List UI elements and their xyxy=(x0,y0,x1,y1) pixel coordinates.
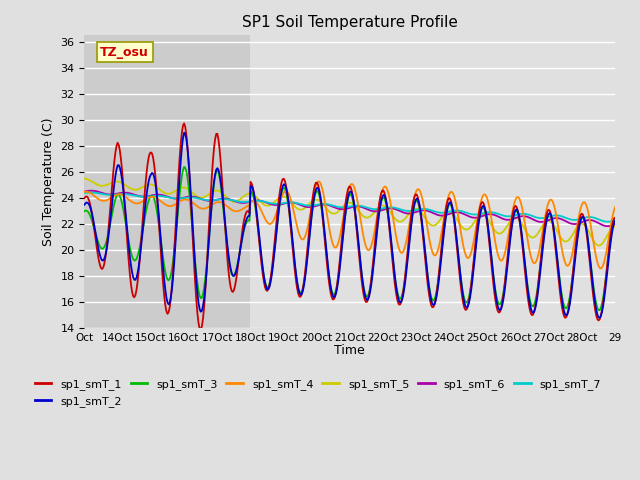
sp1_smT_1 xyxy=(405,234,413,240)
sp1_smT_5 xyxy=(611,224,619,229)
sp1_smT_5 xyxy=(305,202,312,208)
sp1_smT_1 xyxy=(611,215,619,220)
sp1_smT_6 xyxy=(472,215,479,221)
sp1_smT_4 xyxy=(379,187,387,193)
Line: sp1_smT_1: sp1_smT_1 xyxy=(84,123,615,330)
sp1_smT_5 xyxy=(470,219,478,225)
sp1_smT_2 xyxy=(404,254,412,260)
sp1_smT_6 xyxy=(611,221,619,227)
sp1_smT_1 xyxy=(473,228,481,234)
sp1_smT_4 xyxy=(314,179,322,184)
sp1_smT_7 xyxy=(247,198,255,204)
sp1_smT_5 xyxy=(81,176,88,181)
sp1_smT_1 xyxy=(248,181,255,187)
sp1_smT_7 xyxy=(604,219,611,225)
sp1_smT_2 xyxy=(180,130,188,135)
sp1_smT_3 xyxy=(180,164,188,170)
Line: sp1_smT_7: sp1_smT_7 xyxy=(84,192,615,222)
sp1_smT_5 xyxy=(595,243,602,249)
sp1_smT_2 xyxy=(472,248,479,254)
sp1_smT_3 xyxy=(596,307,604,313)
sp1_smT_3 xyxy=(305,234,313,240)
Bar xyxy=(84,36,250,328)
sp1_smT_1 xyxy=(180,120,188,126)
sp1_smT_2 xyxy=(305,236,313,241)
sp1_smT_4 xyxy=(305,222,312,228)
sp1_smT_5 xyxy=(246,191,253,196)
Y-axis label: Soil Temperature (C): Soil Temperature (C) xyxy=(42,118,55,246)
sp1_smT_4 xyxy=(81,189,88,195)
Line: sp1_smT_3: sp1_smT_3 xyxy=(84,167,615,310)
sp1_smT_4 xyxy=(597,265,605,271)
sp1_smT_7 xyxy=(305,203,313,208)
sp1_smT_7 xyxy=(87,190,95,195)
sp1_smT_3 xyxy=(404,251,412,256)
sp1_smT_1 xyxy=(564,306,572,312)
sp1_smT_2 xyxy=(81,202,88,208)
Title: SP1 Soil Temperature Profile: SP1 Soil Temperature Profile xyxy=(242,15,458,30)
sp1_smT_1 xyxy=(307,214,314,220)
sp1_smT_7 xyxy=(611,217,619,223)
sp1_smT_6 xyxy=(305,204,313,210)
sp1_smT_4 xyxy=(611,204,619,210)
Legend: sp1_smT_1, sp1_smT_2, sp1_smT_3, sp1_smT_4, sp1_smT_5, sp1_smT_6, sp1_smT_7: sp1_smT_1, sp1_smT_2, sp1_smT_3, sp1_smT… xyxy=(30,375,605,411)
sp1_smT_4 xyxy=(404,230,412,236)
sp1_smT_7 xyxy=(404,208,412,214)
sp1_smT_3 xyxy=(611,217,619,223)
sp1_smT_5 xyxy=(563,239,570,244)
X-axis label: Time: Time xyxy=(334,345,365,358)
sp1_smT_2 xyxy=(564,311,572,317)
sp1_smT_6 xyxy=(564,219,572,225)
sp1_smT_4 xyxy=(472,228,479,234)
Line: sp1_smT_4: sp1_smT_4 xyxy=(84,181,615,268)
Text: TZ_osu: TZ_osu xyxy=(100,46,149,59)
sp1_smT_5 xyxy=(378,203,385,209)
sp1_smT_3 xyxy=(379,195,387,201)
sp1_smT_3 xyxy=(81,208,88,214)
sp1_smT_3 xyxy=(472,244,479,250)
sp1_smT_6 xyxy=(87,188,95,193)
sp1_smT_3 xyxy=(564,303,572,309)
sp1_smT_2 xyxy=(247,183,255,189)
sp1_smT_3 xyxy=(247,189,255,194)
sp1_smT_2 xyxy=(379,193,387,199)
sp1_smT_6 xyxy=(404,211,412,216)
Line: sp1_smT_5: sp1_smT_5 xyxy=(84,179,615,246)
sp1_smT_6 xyxy=(604,223,611,229)
sp1_smT_6 xyxy=(379,207,387,213)
sp1_smT_6 xyxy=(247,199,255,204)
Line: sp1_smT_6: sp1_smT_6 xyxy=(84,191,615,226)
sp1_smT_1 xyxy=(380,188,387,193)
sp1_smT_6 xyxy=(81,189,88,194)
sp1_smT_1 xyxy=(81,195,88,201)
sp1_smT_1 xyxy=(197,327,205,333)
sp1_smT_7 xyxy=(564,216,572,221)
sp1_smT_7 xyxy=(472,212,479,217)
sp1_smT_7 xyxy=(81,190,88,196)
sp1_smT_2 xyxy=(596,315,604,321)
sp1_smT_4 xyxy=(564,263,572,269)
sp1_smT_7 xyxy=(379,205,387,211)
sp1_smT_4 xyxy=(246,202,253,208)
Line: sp1_smT_2: sp1_smT_2 xyxy=(84,132,615,318)
sp1_smT_5 xyxy=(403,214,411,219)
sp1_smT_2 xyxy=(611,218,619,224)
